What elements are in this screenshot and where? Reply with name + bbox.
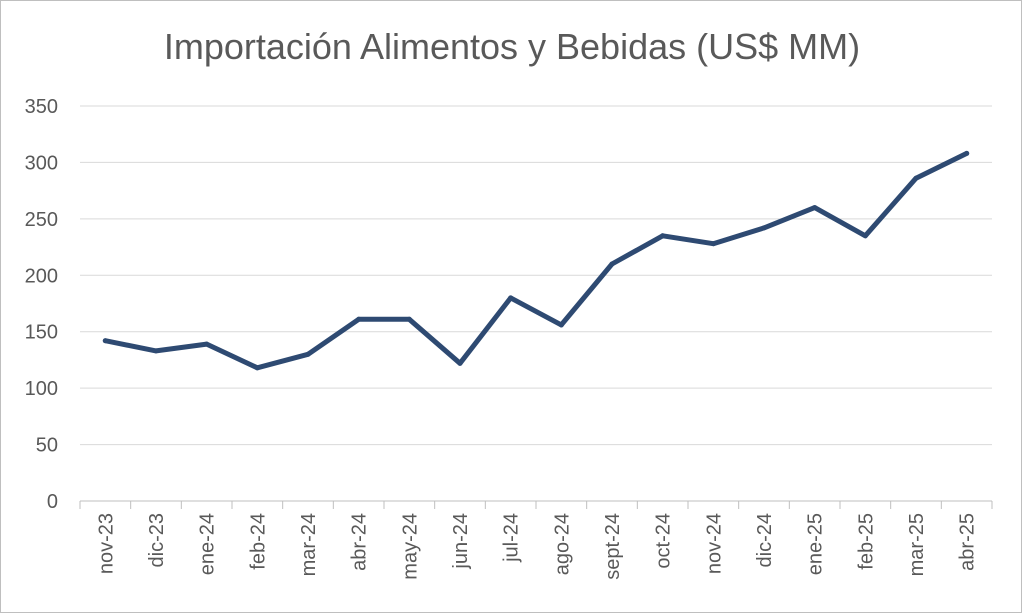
x-tick-label: dic-24 xyxy=(754,513,776,567)
x-tick-label: oct-24 xyxy=(653,513,675,569)
chart-title: Importación Alimentos y Bebidas (US$ MM) xyxy=(163,26,861,67)
data-point xyxy=(558,322,564,328)
x-tick-label: jul-24 xyxy=(501,513,523,563)
series-line xyxy=(102,150,970,371)
data-point xyxy=(761,225,767,231)
x-tick-label: sept-24 xyxy=(602,513,624,580)
data-point xyxy=(964,150,970,156)
y-tick-label: 300 xyxy=(25,152,58,174)
data-point xyxy=(406,316,412,322)
data-point xyxy=(153,348,159,354)
y-tick-label: 250 xyxy=(25,209,58,231)
x-tick-label: mar-25 xyxy=(906,513,928,576)
x-tick-label: jun-24 xyxy=(450,513,472,570)
x-tick-label: feb-25 xyxy=(855,513,877,570)
data-point xyxy=(913,175,919,181)
x-tick-label: nov-24 xyxy=(703,513,725,574)
x-tick-label: abr-24 xyxy=(349,513,371,571)
data-point xyxy=(710,241,716,247)
data-point xyxy=(102,338,108,344)
data-point xyxy=(457,360,463,366)
y-tick-label: 350 xyxy=(25,96,58,118)
y-tick-label: 50 xyxy=(36,435,58,457)
data-point xyxy=(508,295,514,301)
data-point xyxy=(862,233,868,239)
data-point xyxy=(305,351,311,357)
data-point xyxy=(204,341,210,347)
y-tick-label: 100 xyxy=(25,378,58,400)
x-tick-label: nov-23 xyxy=(95,513,117,574)
x-tick-label: feb-24 xyxy=(247,513,269,570)
data-point xyxy=(609,261,615,267)
x-tick-label: abr-25 xyxy=(957,513,979,571)
y-tick-label: 200 xyxy=(25,265,58,287)
x-tick-label: mar-24 xyxy=(298,513,320,576)
data-point xyxy=(254,365,260,371)
x-tick-label: ago-24 xyxy=(551,513,573,575)
x-tick-label: may-24 xyxy=(399,513,421,580)
data-point xyxy=(356,316,362,322)
data-point xyxy=(660,233,666,239)
x-tick-label: ene-24 xyxy=(197,513,219,575)
x-tick-label: dic-23 xyxy=(146,513,168,567)
data-point xyxy=(812,205,818,211)
x-tick-label: ene-25 xyxy=(805,513,827,575)
y-tick-label: 0 xyxy=(47,491,58,513)
y-tick-label: 150 xyxy=(25,322,58,344)
